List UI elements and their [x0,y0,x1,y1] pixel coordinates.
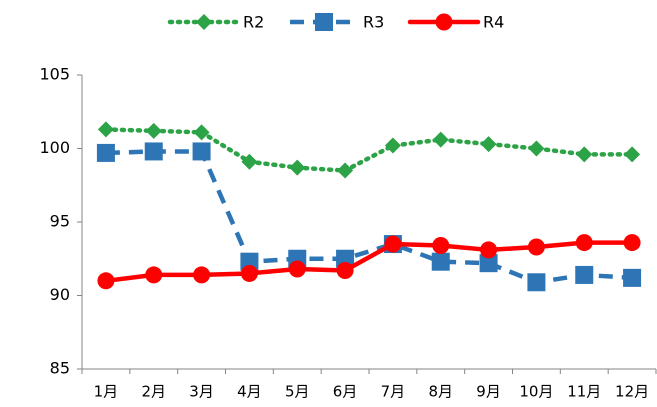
marker [145,266,163,284]
marker [528,140,545,157]
marker [97,272,115,290]
legend-marker [196,14,212,30]
x-tick-label: 7月 [381,383,406,401]
marker [575,265,594,284]
marker [240,264,258,282]
series-line [103,240,635,284]
marker [144,142,163,161]
marker [384,235,402,253]
legend-label: R4 [483,13,504,32]
marker [96,143,115,162]
marker [193,266,211,284]
y-tick-label: 105 [39,65,70,84]
x-tick-label: 6月 [333,383,358,401]
marker [527,238,545,256]
y-tick-label: 90 [50,285,70,304]
legend-marker [435,13,453,31]
marker [192,142,211,161]
x-tick-label: 8月 [428,383,453,401]
marker [240,252,259,271]
marker [480,136,497,153]
y-tick-label: 95 [50,212,70,231]
marker [480,241,498,259]
x-tick-label: 11月 [567,383,601,401]
x-tick-label: 2月 [141,383,166,401]
marker [193,124,210,141]
marker [624,146,641,163]
marker [575,234,593,252]
marker [527,273,546,292]
marker [241,153,258,170]
y-tick-label: 85 [50,359,70,378]
marker [289,159,306,176]
marker [432,131,449,148]
series-line [103,127,635,173]
x-tick-label: 1月 [94,383,119,401]
marker [288,260,306,278]
x-tick-label: 9月 [476,383,501,401]
legend-label: R2 [243,13,264,32]
x-tick-label: 12月 [615,383,649,401]
marker [623,234,641,252]
marker [432,237,450,255]
x-tick-label: 10月 [519,383,553,401]
marker [336,249,355,268]
x-tick-label: 4月 [237,383,262,401]
marker [97,121,114,138]
series-line [105,149,633,285]
marker [431,252,450,271]
marker [337,162,354,179]
marker [479,254,498,273]
marker [336,262,354,280]
legend-label: R3 [363,13,384,32]
legend-marker [315,13,333,31]
x-tick-label: 5月 [285,383,310,401]
x-tick-label: 3月 [189,383,214,401]
marker [623,268,642,287]
marker [384,137,401,154]
marker [576,146,593,163]
y-tick-label: 100 [39,138,70,157]
marker [145,122,162,139]
